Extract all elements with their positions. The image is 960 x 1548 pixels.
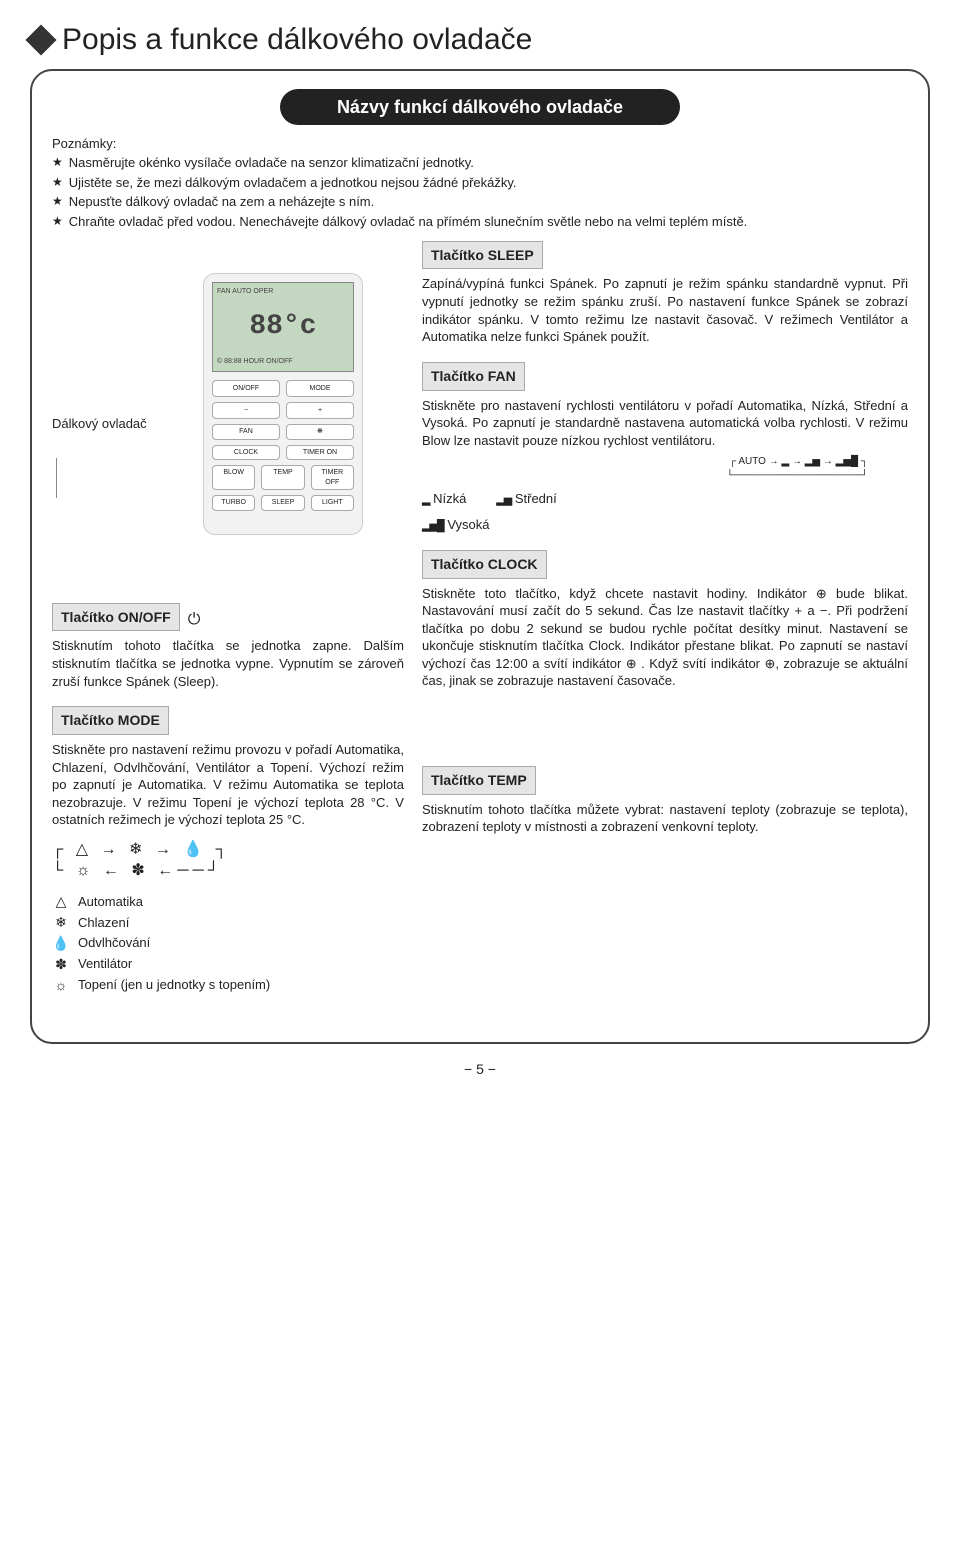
remote-btn-sleep: SLEEP <box>261 495 304 510</box>
note-line: ★ Nepusťte dálkový ovladač na zem a neház… <box>52 193 908 211</box>
remote-btn-timeron: TIMER ON <box>286 445 354 460</box>
heading-clock: Tlačítko CLOCK <box>422 550 547 579</box>
fan-high-icon: ▂▅█ <box>422 520 444 532</box>
star-icon: ★ <box>52 193 63 211</box>
star-icon: ★ <box>52 213 63 231</box>
title-text: Popis a funkce dálkového ovladače <box>62 20 532 61</box>
section-sleep: Tlačítko SLEEP Zapíná/vypíná funkci Spán… <box>422 241 908 346</box>
remote-row: TURBO SLEEP LIGHT <box>212 495 354 510</box>
onoff-text: Stisknutím tohoto tlačítka se jednotka z… <box>52 637 404 690</box>
fan-mid-icon: ▂▅ <box>496 494 511 506</box>
remote-btn-onoff: ON/OFF <box>212 380 280 397</box>
heading-onoff: Tlačítko ON/OFF <box>52 603 180 632</box>
screen-bottom-row: © 88:88 HOUR ON/OFF <box>217 357 349 366</box>
fan-speed-row: ▂ Nízká ▂▅ Střední <box>422 490 908 508</box>
remote-row: CLOCK TIMER ON <box>212 445 354 460</box>
heading-mode: Tlačítko MODE <box>52 706 169 735</box>
section-clock: Tlačítko CLOCK Stiskněte toto tlačítko, … <box>422 550 908 690</box>
note-text: Chraňte ovladač před vodou. Nenechávejte… <box>69 213 748 231</box>
remote-btn-mode: MODE <box>286 380 354 397</box>
remote-btn-light: LIGHT <box>311 495 354 510</box>
subtitle-bar: Názvy funkcí dálkového ovladače <box>280 89 680 125</box>
diamond-icon <box>25 25 56 56</box>
fan-high-label: Vysoká <box>447 517 489 532</box>
mode-label: Topení (jen u jednotky s topením) <box>78 976 270 994</box>
section-onoff: Tlačítko ON/OFF ⏻ Stisknutím tohoto tlač… <box>52 603 404 691</box>
remote-btn-minus: − <box>212 402 280 419</box>
note-line: ★ Chraňte ovladač před vodou. Nenechávejt… <box>52 213 908 231</box>
fan-speed-row2: ▂▅█ Vysoká <box>422 516 908 534</box>
mode-row: ❄ Chlazení <box>52 913 404 932</box>
connector-line <box>56 458 152 498</box>
fan-icon: ✽ <box>52 955 70 974</box>
mode-list: △ Automatika ❄ Chlazení 💧 Odvlhčování ✽ Vent… <box>52 892 404 994</box>
remote-row: − + <box>212 402 354 419</box>
remote-label: Dálkový ovladač <box>52 415 152 433</box>
star-icon: ★ <box>52 154 63 172</box>
dry-icon: 💧 <box>52 934 70 953</box>
remote-btn-blow: BLOW <box>212 465 255 490</box>
remote-btn-clock: CLOCK <box>212 445 280 460</box>
remote-btn-turbo: TURBO <box>212 495 255 510</box>
auto-icon: △ <box>52 892 70 911</box>
mode-cycle-diagram: ┌ △ → ❄ → 💧 ┐ └ ☼ ← ✽ ←──┘ <box>52 839 404 882</box>
mode-label: Ventilátor <box>78 955 132 973</box>
heat-icon: ☼ <box>52 976 70 995</box>
fan-low-label: Nízká <box>433 491 466 506</box>
heading-temp: Tlačítko TEMP <box>422 766 536 795</box>
notes-label: Poznámky: <box>52 135 908 153</box>
screen-top-row: FAN AUTO OPER <box>217 287 349 296</box>
mode-label: Automatika <box>78 893 143 911</box>
heading-fan: Tlačítko FAN <box>422 362 525 391</box>
note-text: Nepusťte dálkový ovladač na zem a neháze… <box>69 193 375 211</box>
cool-icon: ❄ <box>52 913 70 932</box>
clock-text: Stiskněte toto tlačítko, když chcete nas… <box>422 585 908 690</box>
mode-row: ☼ Topení (jen u jednotky s topením) <box>52 976 404 995</box>
right-column: Tlačítko SLEEP Zapíná/vypíná funkci Spán… <box>422 241 908 1011</box>
remote-illustration: FAN AUTO OPER 88°c © 88:88 HOUR ON/OFF O… <box>203 273 363 535</box>
heading-sleep: Tlačítko SLEEP <box>422 241 543 270</box>
page-number: − 5 − <box>30 1060 930 1079</box>
note-text: Ujistěte se, že mezi dálkovým ovladačem … <box>69 174 517 192</box>
mode-text: Stiskněte pro nastavení režimu provozu v… <box>52 741 404 829</box>
mode-label: Chlazení <box>78 914 129 932</box>
remote-row: ON/OFF MODE <box>212 380 354 397</box>
note-text: Nasměrujte okénko vysílače ovladače na s… <box>69 154 474 172</box>
remote-btn-timeroff: TIMER OFF <box>311 465 354 490</box>
remote-btn-swing: ❋ <box>286 424 354 439</box>
fan-low-icon: ▂ <box>422 494 429 506</box>
fan-text: Stiskněte pro nastavení rychlosti ventil… <box>422 397 908 450</box>
section-fan: Tlačítko FAN Stiskněte pro nastavení ryc… <box>422 362 908 534</box>
remote-row: BLOW TEMP TIMER OFF <box>212 465 354 490</box>
note-line: ★ Nasměrujte okénko vysílače ovladače na … <box>52 154 908 172</box>
page-title: Popis a funkce dálkového ovladače <box>30 20 930 61</box>
screen-temp: 88°c <box>217 308 349 346</box>
mode-row: ✽ Ventilátor <box>52 955 404 974</box>
note-line: ★ Ujistěte se, že mezi dálkovým ovladačem… <box>52 174 908 192</box>
remote-btn-plus: + <box>286 402 354 419</box>
remote-row: FAN ❋ <box>212 424 354 439</box>
fan-auto-diagram: ┌ AUTO → ▂ → ▂▅ → ▂▅█ ┐└────────────────… <box>422 455 908 482</box>
star-icon: ★ <box>52 174 63 192</box>
remote-screen: FAN AUTO OPER 88°c © 88:88 HOUR ON/OFF <box>212 282 354 372</box>
fan-mid-label: Střední <box>515 491 557 506</box>
remote-btn-fan: FAN <box>212 424 280 439</box>
mode-label: Odvlhčování <box>78 934 150 952</box>
remote-btn-temp: TEMP <box>261 465 304 490</box>
two-column-layout: Dálkový ovladač FAN AUTO OPER 88°c © 88:… <box>52 241 908 1011</box>
power-icon: ⏻ <box>188 609 201 631</box>
content-frame: Názvy funkcí dálkového ovladače Poznámky… <box>30 69 930 1045</box>
sleep-text: Zapíná/vypíná funkci Spánek. Po zapnutí … <box>422 275 908 345</box>
left-column: Dálkový ovladač FAN AUTO OPER 88°c © 88:… <box>52 241 404 1011</box>
mode-row: 💧 Odvlhčování <box>52 934 404 953</box>
mode-row: △ Automatika <box>52 892 404 911</box>
section-mode: Tlačítko MODE Stiskněte pro nastavení re… <box>52 706 404 994</box>
temp-text: Stisknutím tohoto tlačítka můžete vybrat… <box>422 801 908 836</box>
section-temp: Tlačítko TEMP Stisknutím tohoto tlačítka… <box>422 766 908 836</box>
page-number-value: 5 <box>476 1061 484 1077</box>
